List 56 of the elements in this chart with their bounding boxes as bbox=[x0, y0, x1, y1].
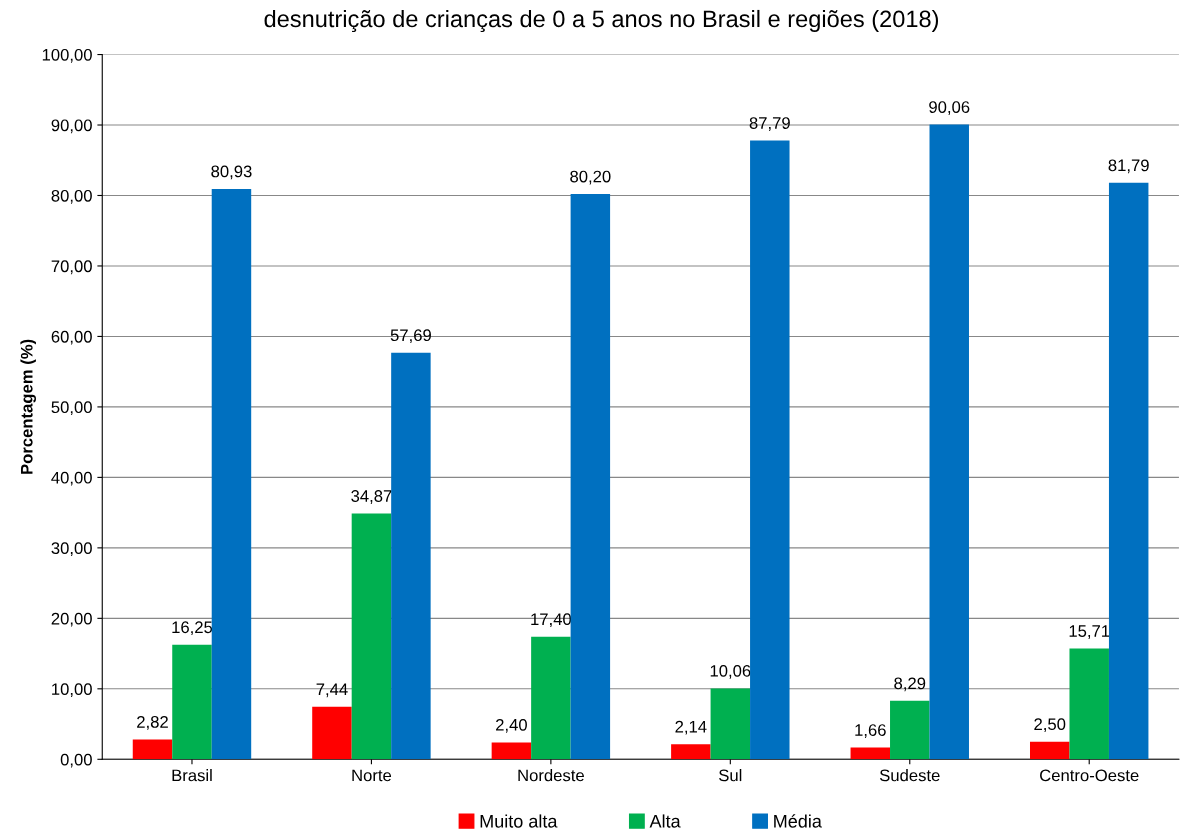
data-label: 90,06 bbox=[929, 101, 970, 115]
y-tick-label: 60,00 bbox=[51, 330, 92, 345]
bar bbox=[132, 739, 173, 760]
bar bbox=[491, 742, 532, 760]
bar bbox=[710, 688, 751, 760]
y-tick-label: 10,00 bbox=[52, 683, 92, 697]
data-label: 15,71 bbox=[1069, 625, 1110, 639]
data-label: 16,25 bbox=[172, 621, 213, 636]
y-tick-label: 20,00 bbox=[51, 612, 92, 627]
data-label: 80,20 bbox=[570, 170, 611, 185]
bar bbox=[570, 194, 611, 760]
bar bbox=[750, 140, 790, 760]
y-tick-label: 100,00 bbox=[42, 48, 92, 63]
bar bbox=[1108, 182, 1149, 760]
bar bbox=[850, 747, 891, 760]
x-tick-label: Centro-Oeste bbox=[1040, 769, 1139, 782]
bar bbox=[312, 706, 352, 760]
bar bbox=[890, 700, 930, 760]
bar bbox=[211, 188, 252, 760]
data-label: 2,40 bbox=[496, 718, 527, 733]
data-label: 8,29 bbox=[894, 677, 926, 692]
bar bbox=[929, 124, 969, 760]
data-label: 2,50 bbox=[1034, 718, 1066, 733]
data-label: 81,79 bbox=[1108, 159, 1149, 174]
y-tick-label: 90,00 bbox=[51, 119, 92, 134]
x-tick-label: Sul bbox=[719, 769, 742, 782]
bar bbox=[531, 636, 571, 760]
y-tick-label: 0,00 bbox=[60, 753, 92, 768]
y-tick-label: 70,00 bbox=[51, 260, 92, 275]
x-tick-label: Brasil bbox=[172, 769, 212, 782]
data-label: 1,66 bbox=[855, 724, 886, 738]
x-tick-label: Sudeste bbox=[879, 769, 940, 782]
x-tick-label: Norte bbox=[352, 769, 392, 782]
data-label: 80,93 bbox=[211, 165, 252, 180]
bar bbox=[391, 352, 431, 760]
data-label: 17,40 bbox=[531, 613, 572, 628]
bar bbox=[1030, 741, 1070, 760]
x-tick-label: Nordeste bbox=[518, 769, 584, 782]
y-tick-label: 50,00 bbox=[51, 401, 92, 416]
bar bbox=[172, 644, 212, 760]
legend-label: Alta bbox=[649, 814, 681, 828]
bar bbox=[351, 513, 392, 760]
y-tick-label: 30,00 bbox=[51, 542, 92, 557]
bar bbox=[671, 744, 711, 760]
data-label: 57,69 bbox=[390, 329, 431, 344]
data-label: 2,82 bbox=[137, 715, 168, 730]
legend-label: Média bbox=[774, 814, 822, 828]
bar bbox=[1069, 648, 1109, 760]
y-axis-title: Porcentagem (%) bbox=[20, 339, 37, 474]
chart-title: desnutrição de crianças de 0 a 5 anos no Brasil e regiões (2018) bbox=[264, 9, 939, 33]
legend-label: Muito alta bbox=[480, 814, 558, 828]
data-label: 7,44 bbox=[316, 683, 348, 698]
y-tick-label: 80,00 bbox=[51, 189, 92, 204]
data-label: 2,14 bbox=[675, 720, 707, 735]
data-label: 87,79 bbox=[749, 117, 790, 131]
y-tick-label: 40,00 bbox=[51, 471, 92, 486]
